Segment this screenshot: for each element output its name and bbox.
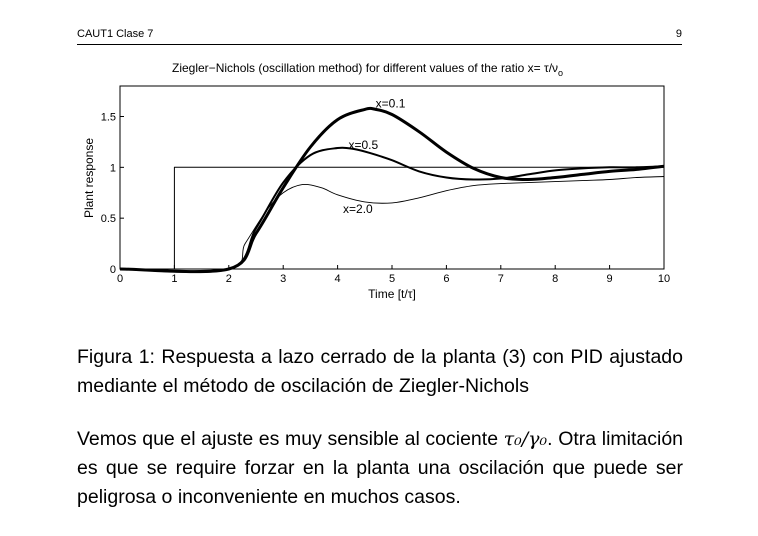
- y-tick-label: 0: [110, 264, 116, 276]
- y-axis-label: Plant response: [82, 138, 96, 218]
- x-tick-label: 7: [498, 273, 504, 285]
- x-axis-label: Time [t/τ]: [368, 287, 416, 301]
- paragraph-text-start: Vemos que el ajuste es muy sensible al c…: [77, 428, 504, 450]
- series-line-x-0-5: [119, 146, 665, 274]
- x-tick-label: 5: [389, 273, 395, 285]
- series-line-x-0-1: [119, 106, 665, 274]
- page-number: 9: [675, 28, 682, 40]
- ratio-formula: τ₀/γ₀: [503, 428, 548, 450]
- x-tick-label: 9: [607, 273, 613, 285]
- x-tick-label: 6: [443, 273, 449, 285]
- y-tick-label: 1.5: [101, 112, 116, 124]
- y-axis: 0 0.5 1 1.5: [101, 112, 124, 276]
- paragraph-text-end: . Otra limitación es que se require forz…: [77, 428, 684, 508]
- chart-title: Ziegler−Nichols (oscillation method) for…: [172, 61, 563, 78]
- x-tick-label: 10: [658, 273, 670, 285]
- series-labels: x=0.1 x=0.5 x=2.0: [343, 96, 406, 216]
- header-rule: [77, 44, 682, 45]
- series-label: x=0.5: [348, 138, 378, 152]
- running-header-title: CAUT1 Clase 7: [77, 28, 154, 40]
- series-label: x=2.0: [343, 202, 373, 216]
- x-tick-label: 8: [552, 273, 558, 285]
- x-tick-label: 0: [117, 273, 123, 285]
- series-line-x-2-0: [119, 176, 665, 272]
- y-tick-label: 0.5: [101, 213, 116, 225]
- response-chart: Ziegler−Nichols (oscillation method) for…: [82, 61, 670, 301]
- series-label: x=0.1: [376, 96, 406, 110]
- x-tick-label: 3: [280, 273, 286, 285]
- figure-caption: Figura 1: Respuesta a lazo cerrado de la…: [77, 346, 683, 397]
- x-tick-label: 4: [335, 273, 341, 285]
- series-line-reference: [120, 166, 664, 270]
- body-paragraph: Vemos que el ajuste es muy sensible al c…: [77, 425, 683, 512]
- series-lines: [119, 106, 665, 274]
- y-tick-label: 1: [110, 162, 116, 174]
- x-axis: 0 1 2 3 4 5 6 7 8 9 10: [117, 265, 670, 285]
- x-tick-label: 2: [226, 273, 232, 285]
- x-tick-label: 1: [171, 273, 177, 285]
